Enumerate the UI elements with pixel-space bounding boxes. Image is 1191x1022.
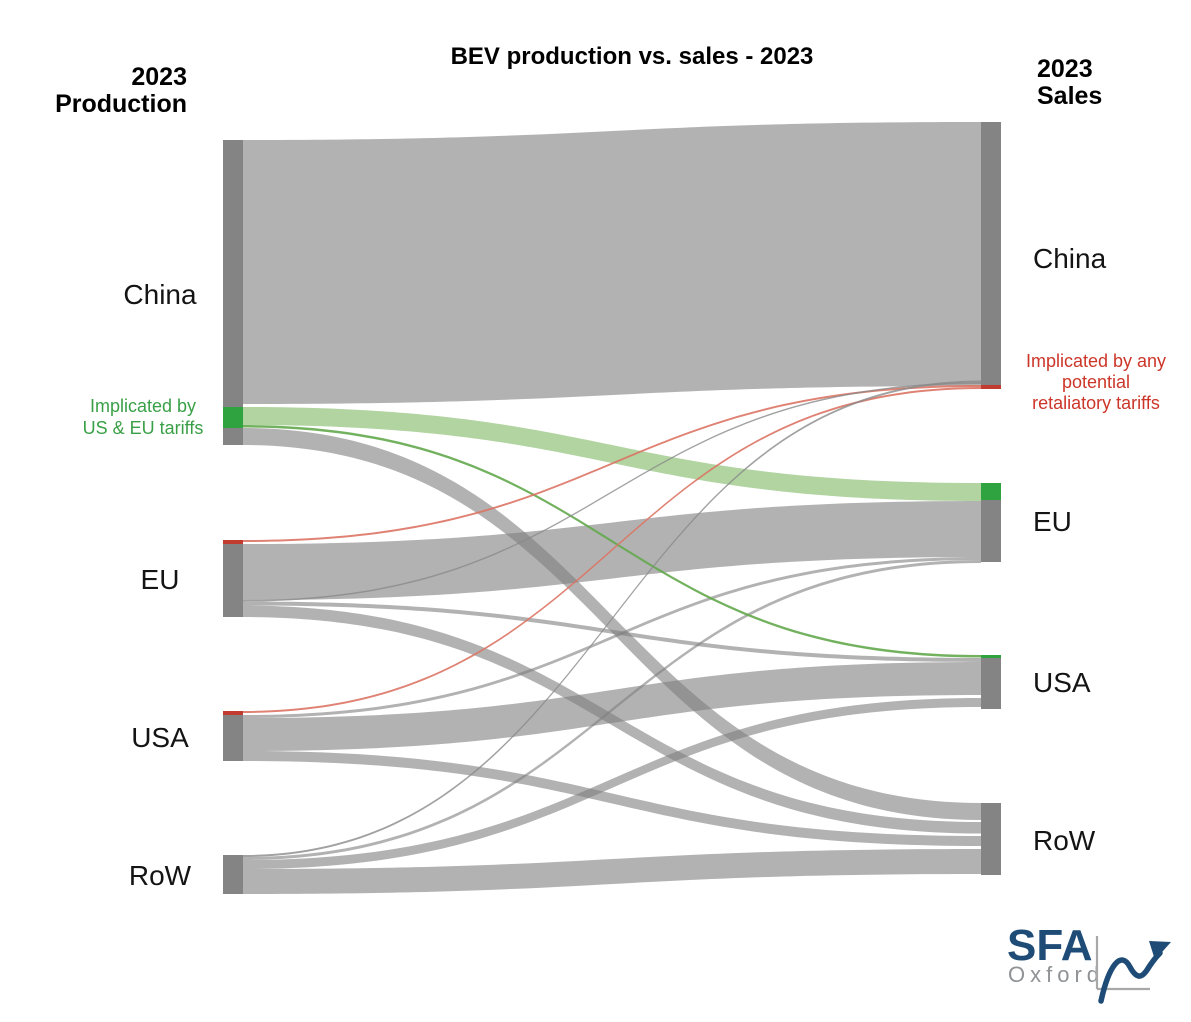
node-production-china-green	[223, 407, 243, 428]
node-production-china-gray	[223, 428, 243, 445]
node-sales-eu-green	[981, 483, 1001, 500]
node-production-usa-gray	[223, 715, 243, 761]
node-production-usa-red	[223, 711, 243, 715]
green-annotation-line2: US & EU tariffs	[82, 418, 204, 438]
node-sales-usa-green	[981, 655, 1001, 658]
production-label-china: China	[123, 279, 197, 310]
node-sales-eu-gray	[981, 500, 1001, 562]
flow-row-to-china	[243, 380, 981, 857]
node-sales-usa-gray	[981, 658, 1001, 709]
flow-china-to-china	[243, 122, 981, 404]
sfa-logo-swoosh-icon	[1095, 936, 1171, 1004]
sales-column-header: 2023 Sales	[1037, 56, 1102, 110]
node-sales-china-red	[981, 385, 1001, 389]
flow-china-to-eu	[243, 407, 981, 501]
node-sales-row-gray	[981, 803, 1001, 875]
logo-brand-text: SFA	[1007, 921, 1093, 970]
sales-label-eu: EU	[1033, 506, 1072, 537]
flow-usa-to-row	[243, 751, 981, 846]
node-sales-china-gray	[981, 122, 1001, 385]
sales-header-line1: 2023	[1037, 55, 1093, 83]
flow-eu-to-china	[243, 385, 981, 542]
flow-row-to-eu	[243, 560, 981, 860]
production-label-eu: EU	[140, 564, 180, 595]
tariff-annotation-red: Implicated by any potential retaliatory …	[1011, 351, 1181, 414]
node-production-row-gray	[223, 855, 243, 894]
tariff-annotation-green: Implicated by US & EU tariffs	[68, 395, 218, 439]
production-label-usa: USA	[131, 722, 189, 753]
node-production-china-gray	[223, 140, 243, 407]
flow-china-to-row	[243, 428, 981, 820]
node-production-eu-red	[223, 540, 243, 544]
node-production-eu-gray	[223, 544, 243, 617]
logo-sub-text: Oxford	[1008, 962, 1105, 987]
flow-eu-to-china	[243, 382, 981, 602]
red-annotation-line2: potential	[1061, 372, 1131, 392]
sales-label-usa: USA	[1033, 667, 1091, 698]
production-header-line2: Production	[55, 90, 187, 118]
chart-title: BEV production vs. sales - 2023	[450, 43, 814, 70]
flow-usa-to-eu	[243, 557, 981, 718]
production-column-header: 2023 Production	[55, 64, 187, 118]
red-annotation-line1: Implicated by any	[1025, 351, 1167, 371]
flow-row-to-row	[243, 849, 981, 894]
green-annotation-line1: Implicated by	[89, 396, 197, 416]
flow-china-to-usa	[243, 425, 981, 658]
sales-label-row: RoW	[1033, 825, 1096, 856]
red-annotation-line3: retaliatory tariffs	[1032, 393, 1160, 413]
flow-usa-to-usa	[243, 662, 981, 751]
sales-label-china: China	[1033, 243, 1107, 274]
flow-usa-to-china	[243, 387, 981, 713]
sales-header-line2: Sales	[1037, 82, 1103, 110]
production-header-line1: 2023	[131, 63, 187, 91]
flow-eu-to-usa	[243, 601, 981, 662]
production-label-row: RoW	[128, 860, 192, 891]
flow-row-to-usa	[243, 698, 981, 869]
